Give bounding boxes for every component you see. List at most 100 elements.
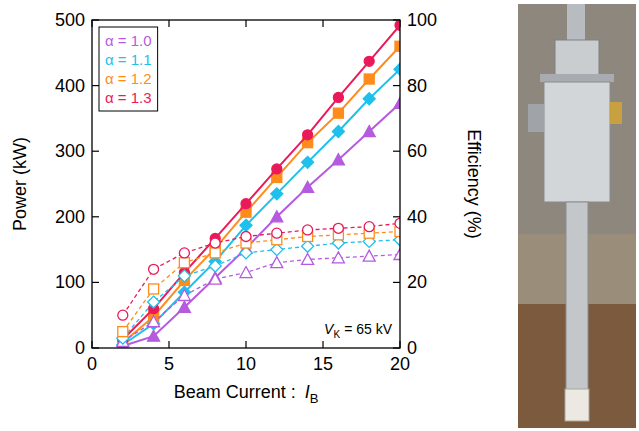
- y2-tick-label: 20: [407, 272, 427, 292]
- marker: [241, 199, 251, 209]
- marker: [240, 219, 252, 231]
- series-line: [123, 232, 400, 332]
- legend-entry: α = 1.0: [105, 32, 152, 49]
- marker: [302, 253, 314, 264]
- marker: [178, 270, 190, 282]
- x-tick: [322, 341, 323, 348]
- photo-flange: [540, 74, 614, 82]
- marker: [332, 126, 344, 138]
- marker: [149, 284, 159, 294]
- marker: [332, 154, 344, 165]
- x-tick-label: 10: [236, 354, 256, 374]
- legend: α = 1.0 α = 1.1 α = 1.2 α = 1.3: [99, 27, 158, 111]
- photo-body: [544, 82, 610, 202]
- y-tick-label: 500: [55, 10, 85, 30]
- annotation-subscript: K: [333, 329, 340, 340]
- x-axis-title-subscript: B: [310, 391, 319, 406]
- marker: [241, 231, 251, 241]
- x-tick: [245, 341, 246, 348]
- series-line: [123, 46, 400, 343]
- marker: [363, 126, 375, 137]
- annotation: VK= 65 kV: [324, 321, 393, 340]
- marker: [179, 258, 189, 268]
- series-line: [123, 240, 400, 338]
- marker: [209, 273, 221, 284]
- marker: [364, 222, 374, 232]
- marker: [364, 74, 374, 84]
- series-line: [123, 25, 400, 339]
- annotation-text: = 65 kV: [344, 321, 393, 337]
- marker: [394, 249, 400, 260]
- marker: [272, 228, 282, 238]
- legend-entry: α = 1.3: [105, 89, 152, 106]
- photo-port: [528, 104, 544, 132]
- y-tick-label: 100: [55, 272, 85, 292]
- y2-tick-label: 100: [407, 10, 437, 30]
- marker: [271, 188, 283, 200]
- legend-entry: α = 1.1: [105, 51, 152, 68]
- y2-tick: [393, 85, 400, 86]
- series-line: [123, 223, 400, 315]
- legend-entry: α = 1.2: [105, 70, 152, 87]
- legend-box: [99, 27, 158, 111]
- y2-tick: [393, 151, 400, 152]
- photo-upper: [555, 40, 599, 76]
- marker: [302, 156, 314, 168]
- x-tick-top: [322, 20, 323, 27]
- photo-tube: [566, 202, 588, 392]
- plot-area: [117, 20, 400, 348]
- photo-wall: [518, 4, 636, 428]
- marker: [148, 316, 160, 327]
- marker: [332, 252, 344, 263]
- x-tick-label: 5: [164, 354, 174, 374]
- x-tick-top: [245, 20, 246, 27]
- series-line: [123, 103, 400, 346]
- y2-tick-label: 80: [407, 76, 427, 96]
- marker: [149, 264, 159, 274]
- marker: [333, 92, 343, 102]
- marker: [333, 108, 343, 118]
- y-tick-label: 300: [55, 141, 85, 161]
- marker: [240, 267, 252, 278]
- marker: [179, 248, 189, 258]
- marker: [303, 225, 313, 235]
- y-tick: [92, 151, 99, 152]
- x-tick-label: 15: [313, 354, 333, 374]
- y-tick-label: 0: [75, 338, 85, 358]
- y2-tick: [393, 216, 400, 217]
- y2-tick-label: 60: [407, 141, 427, 161]
- marker: [209, 260, 221, 272]
- marker: [272, 164, 282, 174]
- y-tick: [92, 85, 99, 86]
- marker: [118, 310, 128, 320]
- y-tick-label: 400: [55, 76, 85, 96]
- photo: [518, 4, 636, 428]
- marker: [210, 238, 220, 248]
- marker: [148, 296, 160, 308]
- y2-axis-title: Efficiency (%): [464, 129, 484, 239]
- y2-tick: [393, 282, 400, 283]
- marker: [148, 330, 160, 341]
- y2-tick-label: 0: [407, 338, 417, 358]
- marker: [118, 327, 128, 337]
- y-tick: [92, 216, 99, 217]
- marker: [395, 20, 400, 30]
- plot-frame: [92, 20, 400, 348]
- photo-top: [567, 4, 585, 44]
- marker: [395, 218, 400, 228]
- y-tick-label: 200: [55, 207, 85, 227]
- marker: [333, 223, 343, 233]
- series-line: [123, 255, 400, 342]
- y-tick: [92, 282, 99, 283]
- marker: [303, 130, 313, 140]
- x-tick-top: [168, 20, 169, 27]
- marker: [210, 248, 220, 258]
- marker: [178, 290, 190, 301]
- x-tick: [168, 341, 169, 348]
- marker: [302, 181, 314, 192]
- x-axis-title-text: Beam Current :: [174, 382, 301, 402]
- figure: 051015200100200300400500020406080100Powe…: [0, 0, 639, 431]
- marker: [395, 41, 400, 51]
- photo-connector: [610, 102, 622, 124]
- background: [0, 0, 639, 431]
